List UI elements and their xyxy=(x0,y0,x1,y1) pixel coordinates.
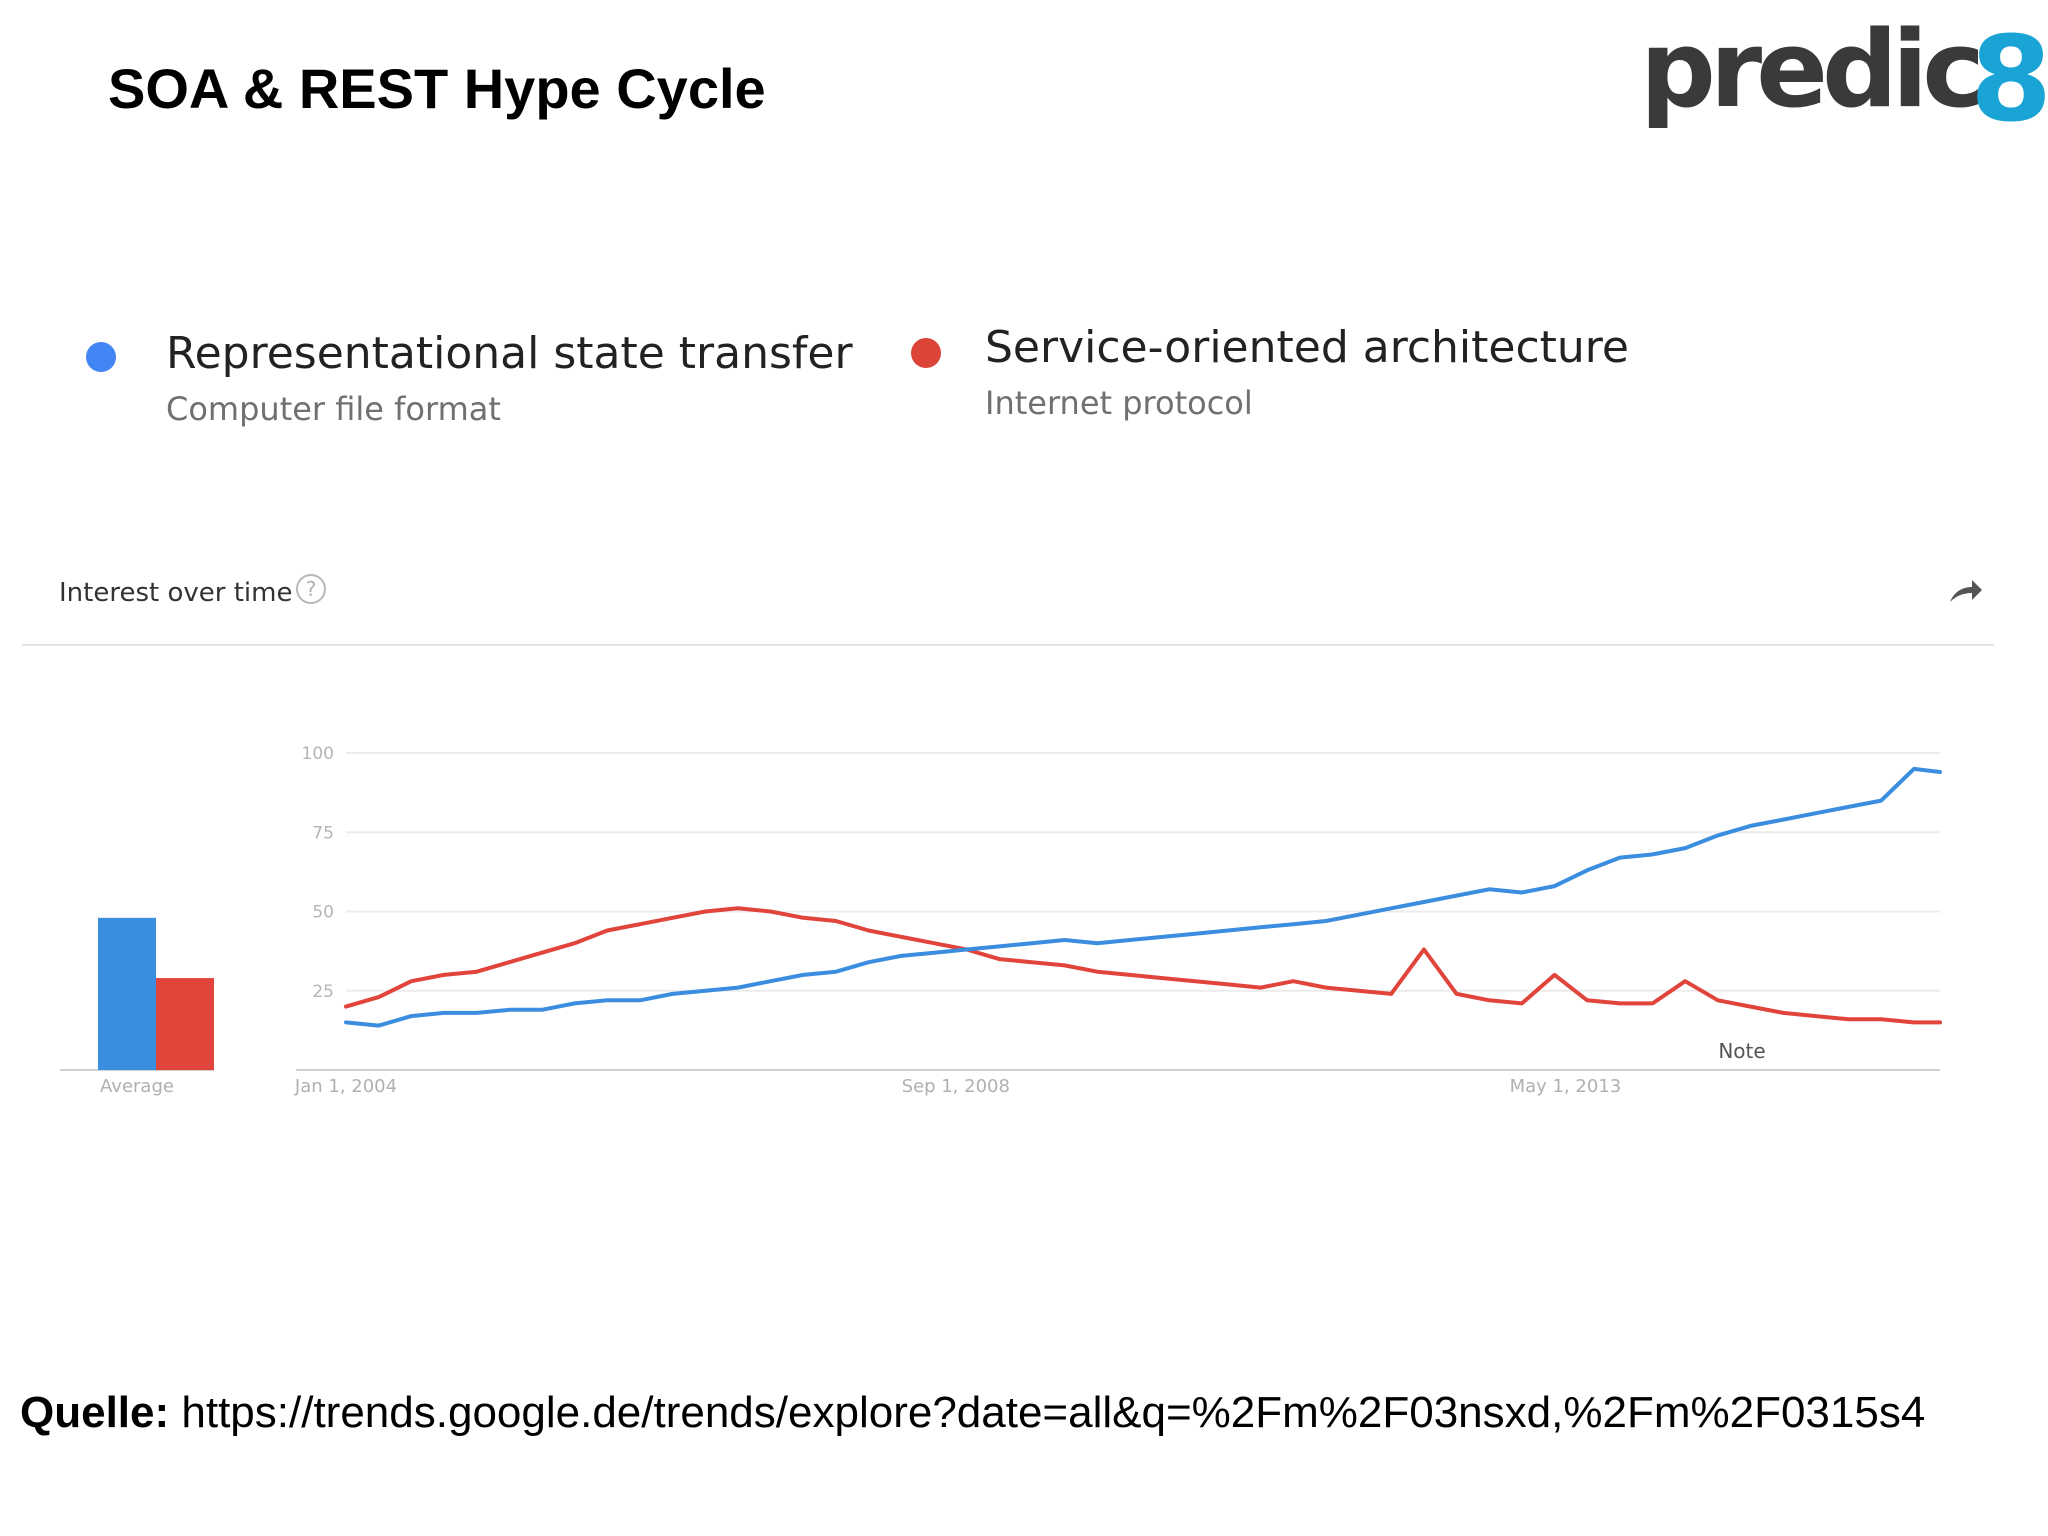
source-url[interactable]: https://trends.google.de/trends/explore?… xyxy=(181,1388,1926,1437)
x-tick-label: Sep 1, 2008 xyxy=(902,1076,1010,1097)
legend-subtitle-soa: Internet protocol xyxy=(985,384,1253,422)
x-tick-label: May 1, 2013 xyxy=(1510,1076,1622,1097)
y-tick-label: 25 xyxy=(312,982,334,1002)
chart-area: 25 50 75 100 Jan 1, 2004 Sep 1, 2008 May 1, 20… xyxy=(0,700,2048,1120)
note-label: Note xyxy=(1718,1039,1765,1063)
logo-wordmark: predic xyxy=(1640,8,1985,131)
share-arrow-icon[interactable] xyxy=(1948,576,1984,606)
legend-dot-soa xyxy=(911,338,941,368)
question-circle-icon[interactable]: ? xyxy=(296,574,326,604)
x-tick-label: Jan 1, 2004 xyxy=(294,1076,397,1097)
chart-svg: 25 50 75 100 Jan 1, 2004 Sep 1, 2008 May 1, 20… xyxy=(60,744,1942,1097)
y-tick-label: 75 xyxy=(312,823,334,843)
legend-name-rest: Representational state transfer xyxy=(166,328,853,379)
predic8-logo: predic 8 xyxy=(1640,8,2048,148)
section-title: Interest over time xyxy=(59,578,293,608)
series-line-soa xyxy=(344,906,1942,1025)
average-bar-soa xyxy=(156,978,214,1070)
source-label: Quelle: xyxy=(20,1388,170,1437)
y-tick-label: 100 xyxy=(302,744,334,764)
logo-accent: 8 xyxy=(1970,10,2048,148)
series-line-rest xyxy=(344,766,1942,1028)
y-tick-label: 50 xyxy=(312,903,334,923)
average-bar-rest xyxy=(98,917,156,1070)
legend-dot-rest xyxy=(86,342,116,372)
interest-over-time-header: Interest over time ? xyxy=(22,560,1994,646)
slide-title: SOA & REST Hype Cycle xyxy=(108,57,766,120)
legend-subtitle-rest: Computer file format xyxy=(166,390,501,428)
average-label: Average xyxy=(100,1076,174,1097)
source-line: Quelle: https://trends.google.de/trends/… xyxy=(20,1388,1925,1438)
legend-name-soa: Service-oriented architecture xyxy=(985,322,1629,373)
